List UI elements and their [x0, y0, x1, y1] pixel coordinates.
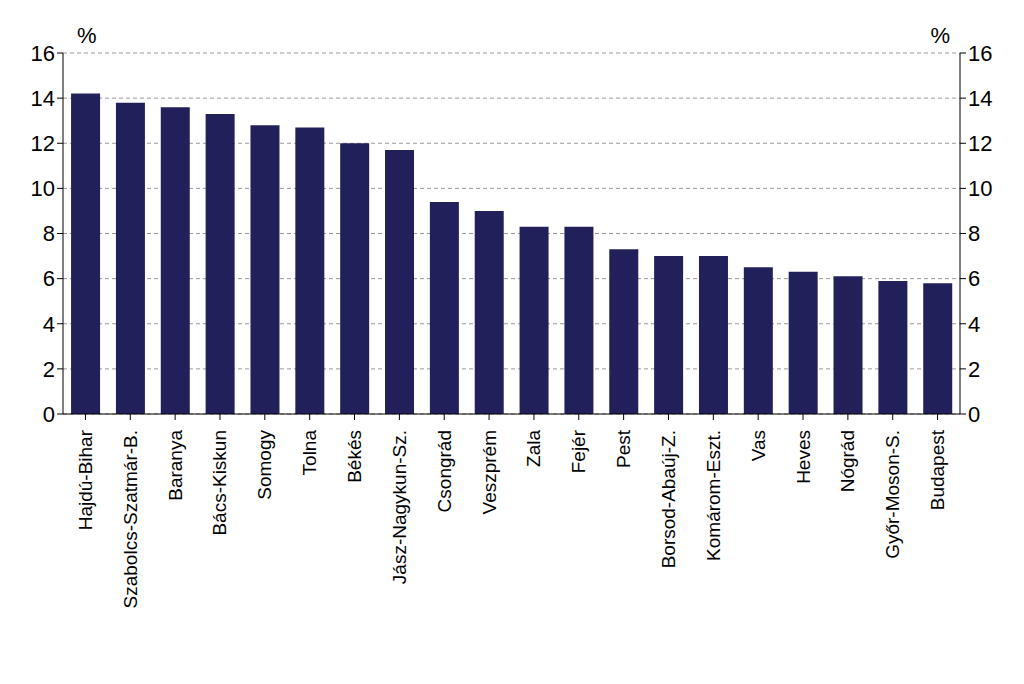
svg-text:Hajdú-Bihar: Hajdú-Bihar: [75, 429, 96, 530]
svg-text:Tolna: Tolna: [299, 430, 320, 476]
svg-text:Csongrád: Csongrád: [434, 430, 455, 512]
svg-text:12: 12: [968, 131, 992, 156]
svg-text:Komárom-Eszt.: Komárom-Eszt.: [703, 430, 724, 561]
svg-text:14: 14: [968, 86, 992, 111]
svg-text:Vas: Vas: [748, 430, 769, 461]
svg-text:Békés: Békés: [344, 430, 365, 483]
svg-text:Veszprém: Veszprém: [479, 430, 500, 514]
svg-text:2: 2: [968, 357, 980, 382]
svg-text:0: 0: [43, 402, 55, 427]
svg-text:Győr-Moson-S.: Győr-Moson-S.: [882, 430, 903, 559]
svg-text:16: 16: [968, 41, 992, 66]
svg-text:12: 12: [31, 131, 55, 156]
svg-text:Budapest: Budapest: [927, 429, 948, 510]
svg-text:8: 8: [968, 221, 980, 246]
svg-text:4: 4: [968, 312, 980, 337]
svg-text:0: 0: [968, 402, 980, 427]
svg-text:Baranya: Baranya: [165, 430, 186, 501]
svg-text:Pest: Pest: [613, 429, 634, 468]
svg-text:6: 6: [968, 266, 980, 291]
svg-text:10: 10: [31, 176, 55, 201]
svg-text:6: 6: [43, 266, 55, 291]
svg-text:Szabolcs-Szatmár-B.: Szabolcs-Szatmár-B.: [120, 430, 141, 608]
svg-text:16: 16: [31, 41, 55, 66]
svg-text:Nógrád: Nógrád: [837, 430, 858, 492]
svg-text:Somogy: Somogy: [254, 430, 275, 500]
svg-text:10: 10: [968, 176, 992, 201]
svg-text:14: 14: [31, 86, 55, 111]
svg-text:Heves: Heves: [793, 430, 814, 484]
svg-text:2: 2: [43, 357, 55, 382]
svg-text:Borsod-Abaúj-Z.: Borsod-Abaúj-Z.: [658, 430, 679, 568]
svg-text:Zala: Zala: [523, 430, 544, 467]
svg-text:4: 4: [43, 312, 55, 337]
svg-text:8: 8: [43, 221, 55, 246]
svg-text:Bács-Kiskun: Bács-Kiskun: [209, 430, 230, 536]
svg-text:Jász-Nagykun-Sz.: Jász-Nagykun-Sz.: [389, 430, 410, 584]
svg-text:Fejér: Fejér: [568, 429, 589, 473]
